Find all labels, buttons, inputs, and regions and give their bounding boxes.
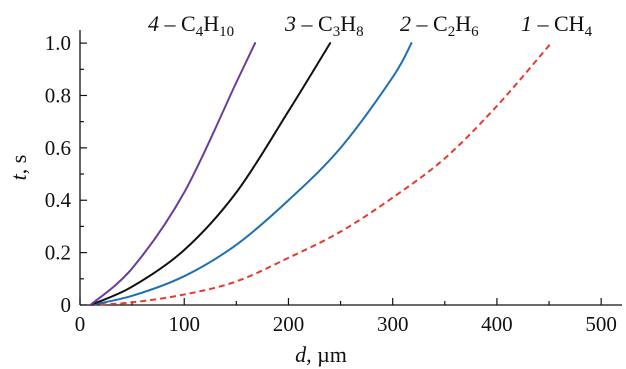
series-label-1: 1 – CH4	[521, 11, 593, 40]
series-label-dash: –	[159, 11, 181, 36]
x-tick-label: 500	[585, 312, 617, 336]
formula-text: H	[340, 11, 356, 36]
series-label-4: 4 – C4H10	[148, 11, 234, 40]
y-tick-label: 0.4	[45, 188, 72, 212]
y-axis-title: t, s	[6, 155, 31, 181]
x-axis-title-rest: , µm	[306, 342, 347, 367]
series-line-3	[89, 42, 332, 306]
x-tick-label: 0	[75, 312, 86, 336]
formula-text: C	[433, 11, 448, 36]
series-label-dash: –	[532, 11, 554, 36]
x-axis-title-var: d	[295, 342, 307, 367]
series-line-1	[90, 42, 552, 306]
formula-subscript: 8	[356, 24, 364, 40]
series-label-dash: –	[411, 11, 433, 36]
formula-text: CH	[554, 11, 585, 36]
formula-subscript: 6	[471, 24, 479, 40]
y-tick-label: 0.2	[45, 241, 71, 265]
series-label-number: 4	[148, 11, 159, 36]
y-tick-label: 0.6	[45, 136, 71, 160]
formula-subscript: 4	[585, 24, 593, 40]
formula-text: H	[203, 11, 219, 36]
series-label-3: 3 – C3H8	[284, 11, 364, 40]
x-tick-label: 400	[481, 312, 513, 336]
series-layer	[89, 42, 552, 306]
y-tick-label: 0.8	[45, 83, 71, 107]
y-axis-title-rest: , s	[6, 155, 31, 175]
series-label-number: 3	[284, 11, 296, 36]
series-label-dash: –	[296, 11, 318, 36]
x-tick-label: 200	[273, 312, 305, 336]
series-line-4	[89, 42, 257, 306]
x-tick-label: 100	[168, 312, 200, 336]
formula-subscript: 10	[219, 24, 234, 40]
x-axis-title: d, µm	[295, 342, 347, 367]
formula-text: C	[181, 11, 196, 36]
y-tick-label: 1.0	[45, 31, 71, 55]
formula-text: H	[455, 11, 471, 36]
formula-subscript: 3	[333, 24, 341, 40]
series-label-2: 2 – C2H6	[400, 11, 479, 40]
y-axis-title-var: t	[6, 173, 31, 180]
formula-subscript: 4	[196, 24, 204, 40]
series-label-number: 2	[400, 11, 411, 36]
series-line-2	[89, 42, 413, 306]
formula-subscript: 2	[448, 24, 456, 40]
series-label-number: 1	[521, 11, 532, 36]
x-tick-label: 300	[377, 312, 409, 336]
y-tick-label: 0	[61, 293, 72, 317]
formula-text: C	[318, 11, 333, 36]
